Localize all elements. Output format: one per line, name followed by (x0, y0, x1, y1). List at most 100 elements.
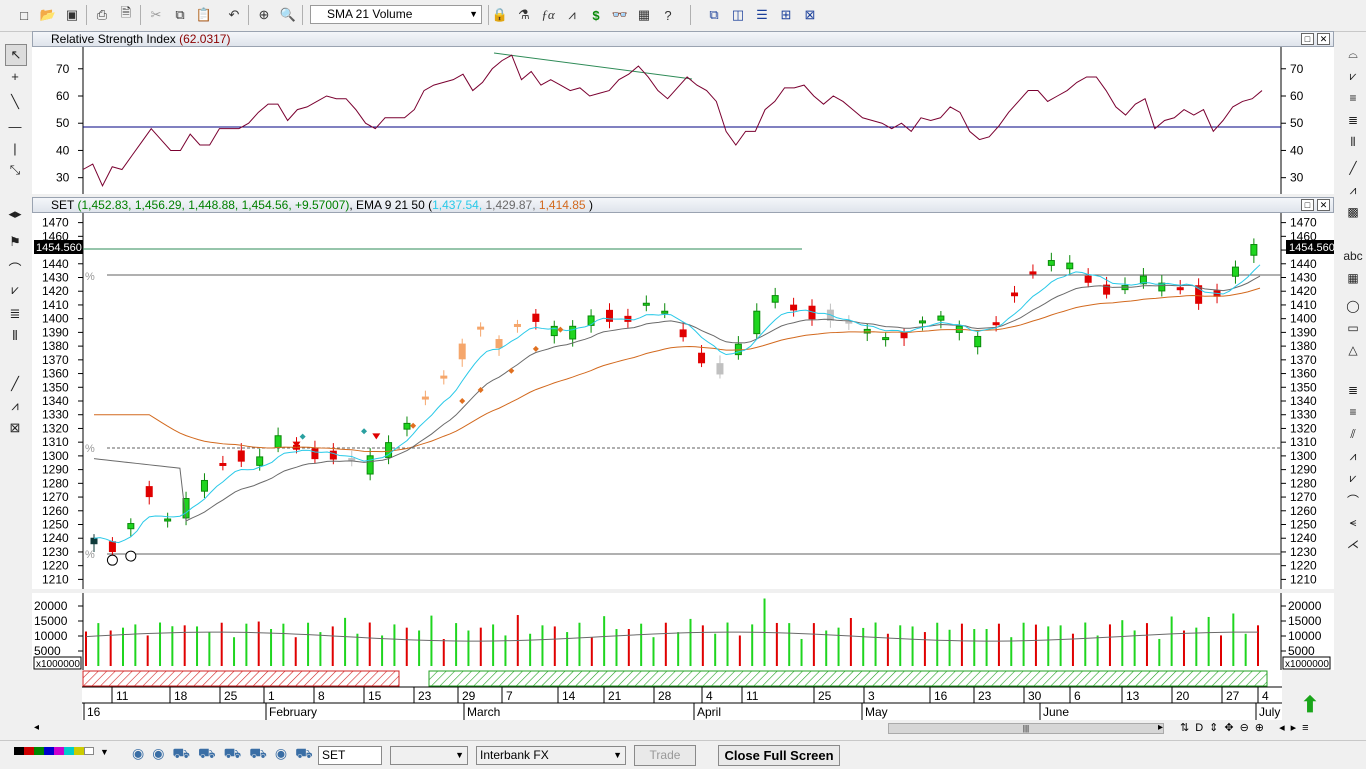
pointer-icon[interactable]: ↖ (5, 44, 27, 66)
ema-slow-line (94, 287, 1261, 453)
volume-multiplier-box-right (1282, 656, 1331, 670)
fan-icon[interactable]: ⩗ (11, 282, 19, 297)
crosshair-tool-icon[interactable]: + (11, 68, 19, 84)
window-arrange-icon[interactable]: ⊠ (804, 7, 816, 22)
lock-icon[interactable]: 🔒 (491, 7, 509, 22)
price-tick-label: 1260 (1290, 504, 1317, 518)
rsi-tick-label: 40 (56, 143, 70, 157)
print-preview-icon[interactable]: 🗎 (120, 5, 132, 20)
window-horizontal-icon[interactable]: ☰ (756, 7, 768, 22)
pitchfork-icon[interactable]: ⋌ (1347, 537, 1359, 551)
trendline-icon[interactable]: ╲ (11, 94, 19, 109)
price-tick-label: 1330 (42, 408, 69, 422)
open-icon[interactable]: 📂 (39, 7, 57, 22)
channel-right-icon[interactable]: ≣ (1347, 383, 1359, 397)
palette-dropdown-icon[interactable]: ▼ (100, 747, 109, 757)
close-icon[interactable]: ✕ (1317, 199, 1330, 211)
parallel-icon[interactable]: ⫽ (1350, 426, 1356, 441)
color-palette[interactable] (14, 747, 98, 765)
table-icon[interactable]: ▦ (1347, 271, 1359, 285)
price-tick-label: 1390 (42, 325, 69, 339)
triangle-icon[interactable]: △ (1348, 343, 1358, 357)
horizontal-line-icon[interactable]: — (8, 118, 22, 134)
day-label: 7 (506, 689, 513, 703)
pattern-icon[interactable]: ⊠ (9, 420, 21, 435)
grid-tool-icon[interactable]: ▩ (1347, 205, 1359, 219)
maximize-icon[interactable]: □ (1301, 33, 1314, 45)
maximize-icon[interactable]: □ (1301, 199, 1314, 211)
rectangle-icon[interactable]: ▭ (1347, 321, 1359, 335)
line-tool-icon[interactable]: ╱ (11, 376, 19, 391)
month-label: March (467, 705, 500, 719)
month-label: June (1043, 705, 1069, 719)
help-icon[interactable]: ? (664, 7, 672, 23)
dollar-icon[interactable]: $ (592, 7, 600, 23)
cut-icon[interactable]: ✂ (150, 7, 162, 22)
lines-tool-icon[interactable]: ≡ (1349, 91, 1357, 105)
save-icon[interactable]: ▣ (65, 7, 79, 22)
window-grid-icon[interactable]: ⊞ (780, 7, 792, 22)
symbol-input[interactable]: SET (318, 746, 382, 765)
fan-tool-icon[interactable]: ⩗ (1349, 470, 1357, 485)
indicator-combo[interactable]: SMA 21 Volume ▼ (310, 5, 482, 24)
ellipse-icon[interactable]: ◯ (1346, 299, 1360, 313)
browser-icons[interactable]: ◉◉⛟⛟⛟⛟◉⛟ (132, 745, 321, 761)
scrollbar-thumb[interactable]: ||| (888, 723, 1164, 734)
andrew-icon[interactable]: ⩘ (1349, 448, 1357, 463)
candle-body (366, 455, 374, 475)
speed-fan-icon[interactable]: ⪪ (1349, 514, 1357, 529)
volume-tick-label: 20000 (1288, 599, 1322, 613)
arc-icon[interactable]: ⌒ (8, 261, 22, 277)
candle-body (900, 332, 908, 339)
chart-nav-icons[interactable]: ⇅D⇕✥⊖⊕ ◂▸≡ (1180, 722, 1315, 734)
trade-button[interactable]: Trade (634, 745, 696, 766)
close-icon[interactable]: ✕ (1317, 33, 1330, 45)
close-full-screen-button[interactable]: Close Full Screen (718, 745, 840, 766)
channel-icon[interactable]: ≣ (9, 306, 21, 321)
fx-combo[interactable]: Interbank FX ▼ (476, 746, 626, 765)
indicator-icon[interactable]: ⚗ (518, 7, 530, 22)
candle-body (1103, 284, 1111, 295)
zoom-icon[interactable]: 🔍 (279, 7, 297, 22)
nav-arrows-icon[interactable]: ◂▸ (8, 206, 22, 221)
candle-body (716, 363, 724, 375)
hash-icon[interactable]: ≡ (1349, 405, 1357, 419)
gann-icon[interactable]: ⩘ (11, 398, 19, 413)
volume-multiplier-right: x1000000 (1285, 659, 1329, 670)
candle-body (605, 309, 613, 322)
undo-icon[interactable]: ↶ (228, 7, 240, 22)
window-cascade-icon[interactable]: ◫ (731, 7, 745, 22)
fib-tool-icon[interactable]: ⤡ (9, 162, 21, 177)
binoculars-icon[interactable]: 👓 (611, 7, 629, 22)
text-tool-icon[interactable]: abc (1343, 249, 1363, 263)
line-icon[interactable]: ╱ (1349, 161, 1357, 175)
speed-arc-icon[interactable]: ⌓ (1348, 46, 1358, 61)
cycle-lines-icon[interactable]: ⦀ (12, 328, 18, 343)
grid-icon[interactable]: ▦ (637, 7, 651, 22)
channel-tool-icon[interactable]: ≣ (1347, 113, 1359, 127)
flag-icon[interactable]: ⚑ (9, 234, 21, 249)
day-label: 23 (978, 689, 992, 703)
toolbar-separator (302, 5, 303, 25)
crosshair-icon[interactable]: ⊕ (258, 7, 270, 22)
formula-icon[interactable]: ƒα (541, 7, 555, 22)
empty-combo[interactable]: ▼ (390, 746, 468, 765)
window-tile-icon[interactable]: ⧉ (709, 7, 719, 22)
new-icon[interactable]: □ (20, 7, 28, 23)
ema-close-paren: ) (588, 198, 593, 212)
speed-lines-icon[interactable]: ⩘ (1349, 182, 1357, 197)
fan-lines-icon[interactable]: ⩗ (1349, 68, 1357, 83)
scroll-left-icon[interactable]: ◂ (34, 722, 40, 733)
chart-type-icon[interactable]: ⩘ (568, 7, 576, 22)
paste-icon[interactable]: 📋 (195, 7, 213, 22)
arc-tool-icon[interactable]: ⌒ (1346, 493, 1359, 508)
vertical-line-icon[interactable]: | (13, 140, 17, 156)
copy-icon[interactable]: ⧉ (175, 7, 185, 22)
cycle-icon[interactable]: ⦀ (1350, 134, 1356, 149)
last-price-badge-right (1286, 240, 1334, 254)
price-tick-label: 1360 (42, 367, 69, 381)
print-icon[interactable]: ⎙ (96, 7, 108, 22)
price-tick-label: 1350 (42, 380, 69, 394)
scroll-right-icon[interactable]: ▸ (1158, 722, 1164, 733)
up-arrow-icon[interactable]: ⬆ (1300, 692, 1320, 717)
